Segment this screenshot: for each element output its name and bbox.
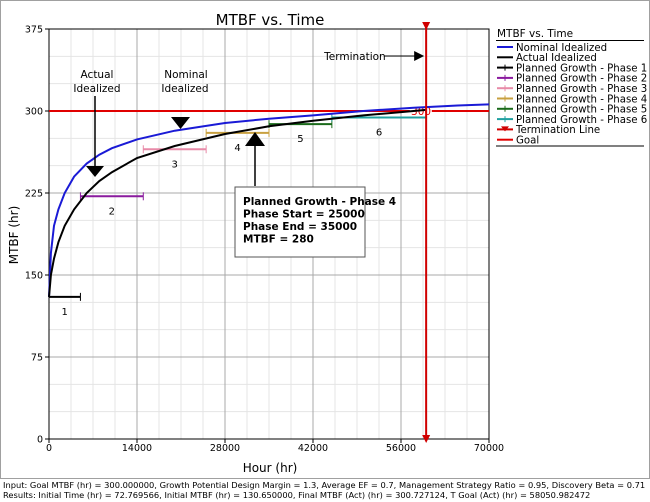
phase-4-label: 4 [234,143,240,154]
legend-item-label: Planned Growth - Phase 3 [516,84,647,95]
footer-input-text: Input: Goal MTBF (hr) = 300.000000, Grow… [3,480,646,490]
nominal-idealized-callout-line1: Nominal [164,69,207,81]
nominal-idealized-callout-line2: Idealized [161,83,208,95]
tooltip-line-3: Phase End = 35000 [243,221,357,233]
legend-item-label: Actual Idealized [516,53,597,64]
x-axis-label: Hour (hr) [243,461,298,475]
legend-item-label: Planned Growth - Phase 1 [516,63,647,74]
tooltip-line-1: Planned Growth - Phase 4 [243,196,396,208]
phase-3-label: 3 [172,159,178,170]
termination-label: Termination [323,51,386,63]
y-tick-label: 150 [25,271,43,282]
legend-item-label: Planned Growth - Phase 2 [516,74,647,85]
phase-6-label: 6 [376,128,382,139]
x-tick-label: 28000 [210,443,240,454]
y-tick-label: 75 [31,353,43,364]
actual-idealized-arrow-head [86,166,104,177]
legend-title-divider [496,40,644,41]
termination-top-marker [422,22,431,30]
tooltip-line-4: MTBF = 280 [243,234,314,246]
termination-bottom-marker [422,435,431,443]
legend-item-label: Planned Growth - Phase 5 [516,105,647,116]
chart-canvas: MTBF vs. Time Hour (hr) MTBF (hr) 0 14000… [7,11,647,475]
y-tick-label: 375 [25,25,43,36]
legend-item-label: Planned Growth - Phase 4 [516,94,647,105]
footer-results-text: Results: Initial Time (hr) = 72.769566, … [3,490,591,500]
y-tick-label: 0 [37,435,43,446]
legend-item-label: Goal [516,136,539,147]
legend-title: MTBF vs. Time [497,28,573,40]
actual-idealized-curve [48,108,427,297]
x-tick-label: 70000 [474,443,504,454]
phase-2-label: 2 [109,206,115,217]
phase-1-label: 1 [62,307,68,318]
plot-area: 0 14000 28000 42000 56000 70000 0 75 150 225 300 37… [25,22,504,454]
results-footer: Input: Goal MTBF (hr) = 300.000000, Grow… [0,478,650,502]
actual-idealized-callout-line2: Idealized [73,83,120,95]
legend-swatch-marker [501,126,509,132]
y-axis-label: MTBF (hr) [7,206,21,265]
nominal-idealized-curve [48,103,490,297]
y-tick-label: 300 [25,107,43,118]
tooltip-line-2: Phase Start = 25000 [243,209,365,221]
legend-item-label: Planned Growth - Phase 6 [516,115,647,126]
plot-border [48,28,490,440]
x-tick-label: 14000 [122,443,152,454]
actual-idealized-callout-line1: Actual [81,69,114,81]
y-tick-label: 225 [25,189,43,200]
termination-arrow-head [414,51,425,61]
legend-item-label: Nominal Idealized [516,43,607,54]
x-tick-label: 56000 [386,443,416,454]
nominal-idealized-arrow-head [171,117,190,129]
chart-title: MTBF vs. Time [216,11,325,29]
x-tick-label: 42000 [298,443,328,454]
legend-item-label: Termination Line [515,125,600,136]
x-tick-label: 0 [46,443,52,454]
tooltip-arrow-head [245,132,265,146]
tooltip-box [234,186,366,258]
phase-5-label: 5 [297,134,303,145]
